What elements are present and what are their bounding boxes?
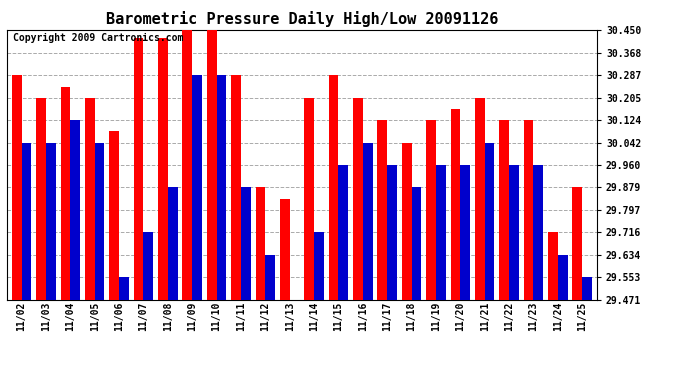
Bar — [266, 255, 275, 300]
Bar — [158, 38, 168, 300]
Bar — [363, 142, 373, 300]
Bar — [46, 142, 56, 300]
Bar — [484, 142, 495, 300]
Title: Barometric Pressure Daily High/Low 20091126: Barometric Pressure Daily High/Low 20091… — [106, 12, 498, 27]
Bar — [524, 120, 533, 300]
Bar — [95, 142, 104, 300]
Bar — [548, 232, 558, 300]
Bar — [314, 232, 324, 300]
Bar — [500, 120, 509, 300]
Bar — [387, 165, 397, 300]
Bar — [144, 232, 153, 300]
Bar — [36, 98, 46, 300]
Bar — [207, 30, 217, 300]
Bar — [12, 75, 21, 300]
Bar — [338, 165, 348, 300]
Bar — [134, 38, 144, 300]
Bar — [411, 188, 422, 300]
Bar — [255, 188, 266, 300]
Text: Copyright 2009 Cartronics.com: Copyright 2009 Cartronics.com — [13, 33, 183, 43]
Bar — [61, 87, 70, 300]
Bar — [328, 75, 338, 300]
Bar — [402, 142, 411, 300]
Bar — [475, 98, 484, 300]
Bar — [119, 278, 129, 300]
Bar — [168, 188, 177, 300]
Bar — [377, 120, 387, 300]
Bar — [182, 30, 193, 300]
Bar — [85, 98, 95, 300]
Bar — [573, 188, 582, 300]
Bar — [558, 255, 568, 300]
Bar — [582, 278, 592, 300]
Bar — [217, 75, 226, 300]
Bar — [353, 98, 363, 300]
Bar — [21, 142, 31, 300]
Bar — [241, 188, 250, 300]
Bar — [451, 109, 460, 300]
Bar — [70, 120, 80, 300]
Bar — [304, 98, 314, 300]
Bar — [533, 165, 543, 300]
Bar — [460, 165, 470, 300]
Bar — [231, 75, 241, 300]
Bar — [280, 199, 290, 300]
Bar — [426, 120, 436, 300]
Bar — [109, 131, 119, 300]
Bar — [509, 165, 519, 300]
Bar — [193, 75, 202, 300]
Bar — [436, 165, 446, 300]
